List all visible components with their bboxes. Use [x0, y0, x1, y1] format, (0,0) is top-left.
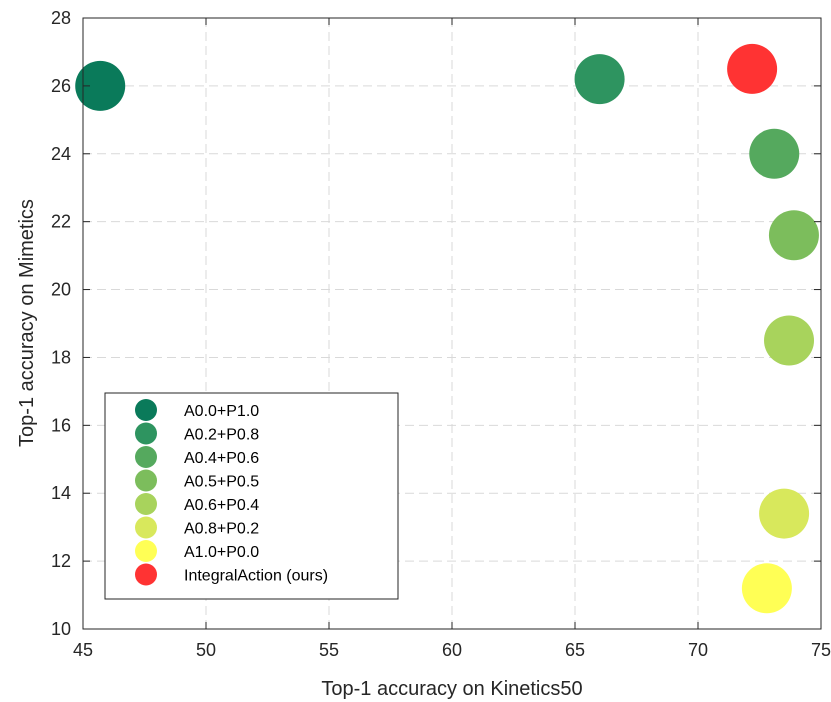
legend-marker — [135, 516, 157, 539]
legend-label: A0.2+P0.8 — [184, 427, 259, 444]
axis-ticks: 45 50 55 60 65 70 75 10 12 14 16 18 20 22 24 26 28 — [51, 8, 831, 660]
legend-label: A0.0+P1.0 — [184, 403, 259, 420]
legend-label: A0.4+P0.6 — [184, 450, 259, 467]
legend-marker — [135, 422, 157, 445]
legend-marker — [135, 540, 157, 562]
legend-marker — [135, 563, 157, 586]
data-point — [727, 43, 778, 94]
x-tick-label: 50 — [196, 640, 216, 660]
legend-label: A1.0+P0.0 — [184, 544, 259, 561]
y-tick-label: 20 — [51, 280, 71, 300]
data-point — [574, 54, 625, 105]
legend: A0.0+P1.0 A0.2+P0.8 A0.4+P0.6 A0.5+P0.5 A0.6… — [104, 392, 399, 600]
x-tick-label: 70 — [688, 640, 708, 660]
legend-label: A0.6+P0.4 — [184, 497, 259, 514]
x-tick-label: 45 — [73, 640, 93, 660]
y-tick-label: 14 — [51, 483, 71, 503]
y-tick-label: 12 — [51, 551, 71, 571]
x-tick-label: 60 — [442, 640, 462, 660]
legend-marker — [135, 399, 157, 421]
legend-marker — [135, 446, 157, 468]
x-tick-label: 55 — [319, 640, 339, 660]
y-axis-label: Top-1 accuracy on Mimetics — [16, 199, 38, 447]
data-points — [75, 43, 819, 614]
legend-label: A0.8+P0.2 — [184, 521, 259, 538]
data-point — [75, 60, 126, 111]
legend-label: A0.5+P0.5 — [184, 474, 259, 491]
y-tick-label: 22 — [51, 212, 71, 232]
y-tick-label: 18 — [51, 347, 71, 367]
data-point — [768, 210, 819, 261]
y-tick-label: 24 — [51, 144, 71, 164]
data-point — [764, 315, 815, 366]
legend-marker — [135, 469, 157, 492]
x-tick-label: 75 — [811, 640, 831, 660]
y-tick-label: 10 — [51, 619, 71, 639]
legend-label: IntegralAction (ours) — [184, 568, 328, 585]
y-tick-label: 16 — [51, 415, 71, 435]
data-point — [759, 488, 810, 539]
y-tick-label: 28 — [51, 8, 71, 28]
data-point — [741, 563, 792, 614]
data-point — [749, 128, 800, 179]
x-axis-label: Top-1 accuracy on Kinetics50 — [321, 678, 582, 700]
x-tick-label: 65 — [565, 640, 585, 660]
y-tick-label: 26 — [51, 76, 71, 96]
legend-marker — [135, 493, 157, 515]
